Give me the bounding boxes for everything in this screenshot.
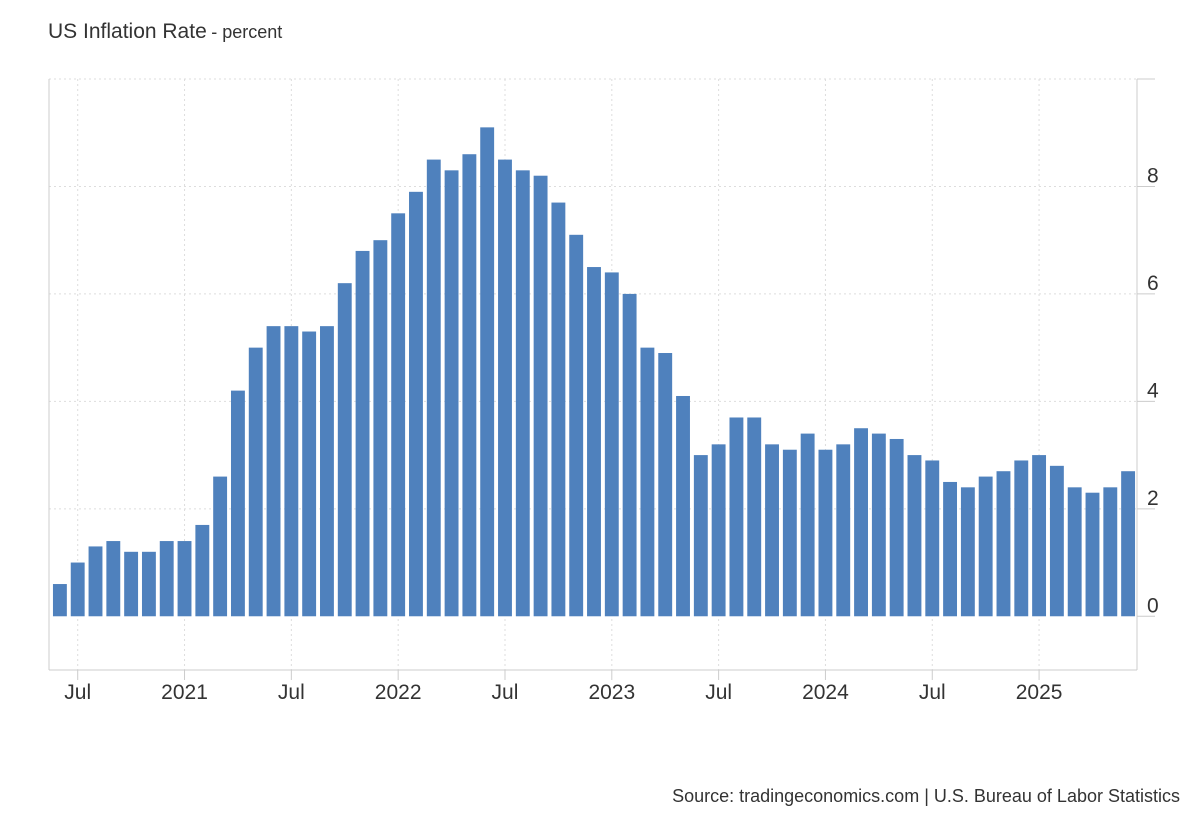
bar-2021-05	[248, 347, 263, 617]
bar-2021-12	[373, 240, 388, 617]
bar-2020-09	[106, 541, 121, 617]
bar-2024-05	[889, 438, 904, 617]
bar-2024-10	[978, 476, 993, 617]
chart-subtitle: - percent	[211, 22, 283, 42]
bar-2024-01	[818, 449, 833, 617]
bar-2020-08	[88, 546, 103, 617]
bar-2021-10	[337, 283, 352, 617]
bar-2023-05	[676, 395, 690, 617]
x-tick-label: Jul	[492, 681, 519, 704]
x-tick-label: 2024	[802, 681, 849, 704]
bar-2023-03	[640, 347, 655, 617]
bar-2023-08	[729, 417, 744, 617]
bar-layer	[52, 127, 1136, 617]
bar-2024-12	[1014, 460, 1029, 617]
bar-2023-09	[747, 417, 762, 617]
bar-2022-01	[391, 213, 406, 617]
bar-2024-03	[854, 428, 868, 617]
tick-label-layer: 0 2 4 6 8 Jul 2021 Jul 2022 Jul 2023 Jul 2024 Jul 2025	[64, 164, 1159, 704]
bar-2022-09	[533, 175, 548, 617]
bar-2023-04	[658, 353, 673, 617]
bar-2021-11	[355, 250, 370, 617]
bar-2023-02	[622, 293, 637, 617]
y-tick-label: 4	[1147, 379, 1159, 402]
x-tick-label: Jul	[278, 681, 305, 704]
bar-2025-03	[1067, 487, 1082, 617]
bar-2020-07	[70, 562, 85, 617]
bar-2022-02	[409, 191, 423, 617]
bar-2025-01	[1032, 455, 1047, 617]
x-tick-label: Jul	[64, 681, 91, 704]
bar-2022-10	[551, 202, 566, 617]
bar-2020-06	[52, 584, 67, 617]
bar-2022-08	[515, 170, 530, 617]
x-tick-label: Jul	[705, 681, 732, 704]
bar-2020-12	[159, 541, 174, 617]
bar-2021-07	[284, 326, 299, 617]
chart-title: US Inflation Rate	[48, 20, 207, 43]
source-note: Source: tradingeconomics.com | U.S. Bure…	[672, 786, 1180, 806]
bar-2025-04	[1085, 492, 1100, 617]
bar-2024-04	[871, 433, 886, 617]
bar-2023-06	[693, 455, 708, 617]
y-tick-label: 0	[1147, 594, 1159, 617]
bar-2025-06	[1121, 471, 1136, 617]
bar-2021-09	[320, 326, 334, 617]
bar-2022-11	[569, 234, 584, 617]
bar-2023-10	[765, 444, 779, 617]
bar-2021-06	[266, 326, 281, 617]
bar-2020-11	[141, 551, 156, 617]
bar-2023-11	[782, 449, 797, 617]
bar-2023-01	[604, 272, 619, 617]
bar-2024-11	[996, 471, 1011, 617]
inflation-bar-chart: 0 2 4 6 8 Jul 2021 Jul 2022 Jul 2023 Jul 2024 Jul 2025	[48, 78, 1159, 704]
bar-2025-05	[1103, 487, 1118, 617]
bar-2021-01	[177, 541, 192, 617]
bar-2024-06	[907, 455, 922, 617]
x-tick-label: 2025	[1016, 681, 1063, 704]
y-tick-label: 8	[1147, 164, 1159, 187]
bar-2021-08	[302, 331, 317, 617]
bar-2021-04	[230, 390, 245, 617]
axis-layer	[48, 78, 1155, 680]
bar-2022-03	[426, 159, 441, 617]
bar-2023-12	[800, 433, 815, 617]
bar-2021-02	[195, 524, 210, 617]
bar-2022-12	[587, 267, 601, 617]
bar-2022-06	[480, 127, 495, 617]
bar-2021-03	[213, 476, 228, 617]
bar-2024-07	[925, 460, 940, 617]
bar-2022-04	[444, 170, 459, 617]
bar-2024-09	[960, 487, 975, 617]
bar-2024-02	[836, 444, 851, 617]
bar-2020-10	[124, 551, 139, 617]
bar-2023-07	[711, 444, 726, 617]
bar-2022-05	[462, 154, 477, 617]
chart-title-row: US Inflation Rate - percent	[48, 20, 282, 44]
bar-2024-08	[943, 481, 958, 617]
x-tick-label: Jul	[919, 681, 946, 704]
bar-2025-02	[1049, 465, 1064, 617]
x-tick-label: 2023	[588, 681, 635, 704]
x-tick-label: 2021	[161, 681, 208, 704]
y-tick-label: 6	[1147, 272, 1159, 295]
y-tick-label: 2	[1147, 487, 1159, 510]
x-tick-label: 2022	[375, 681, 422, 704]
bar-2022-07	[498, 159, 512, 617]
